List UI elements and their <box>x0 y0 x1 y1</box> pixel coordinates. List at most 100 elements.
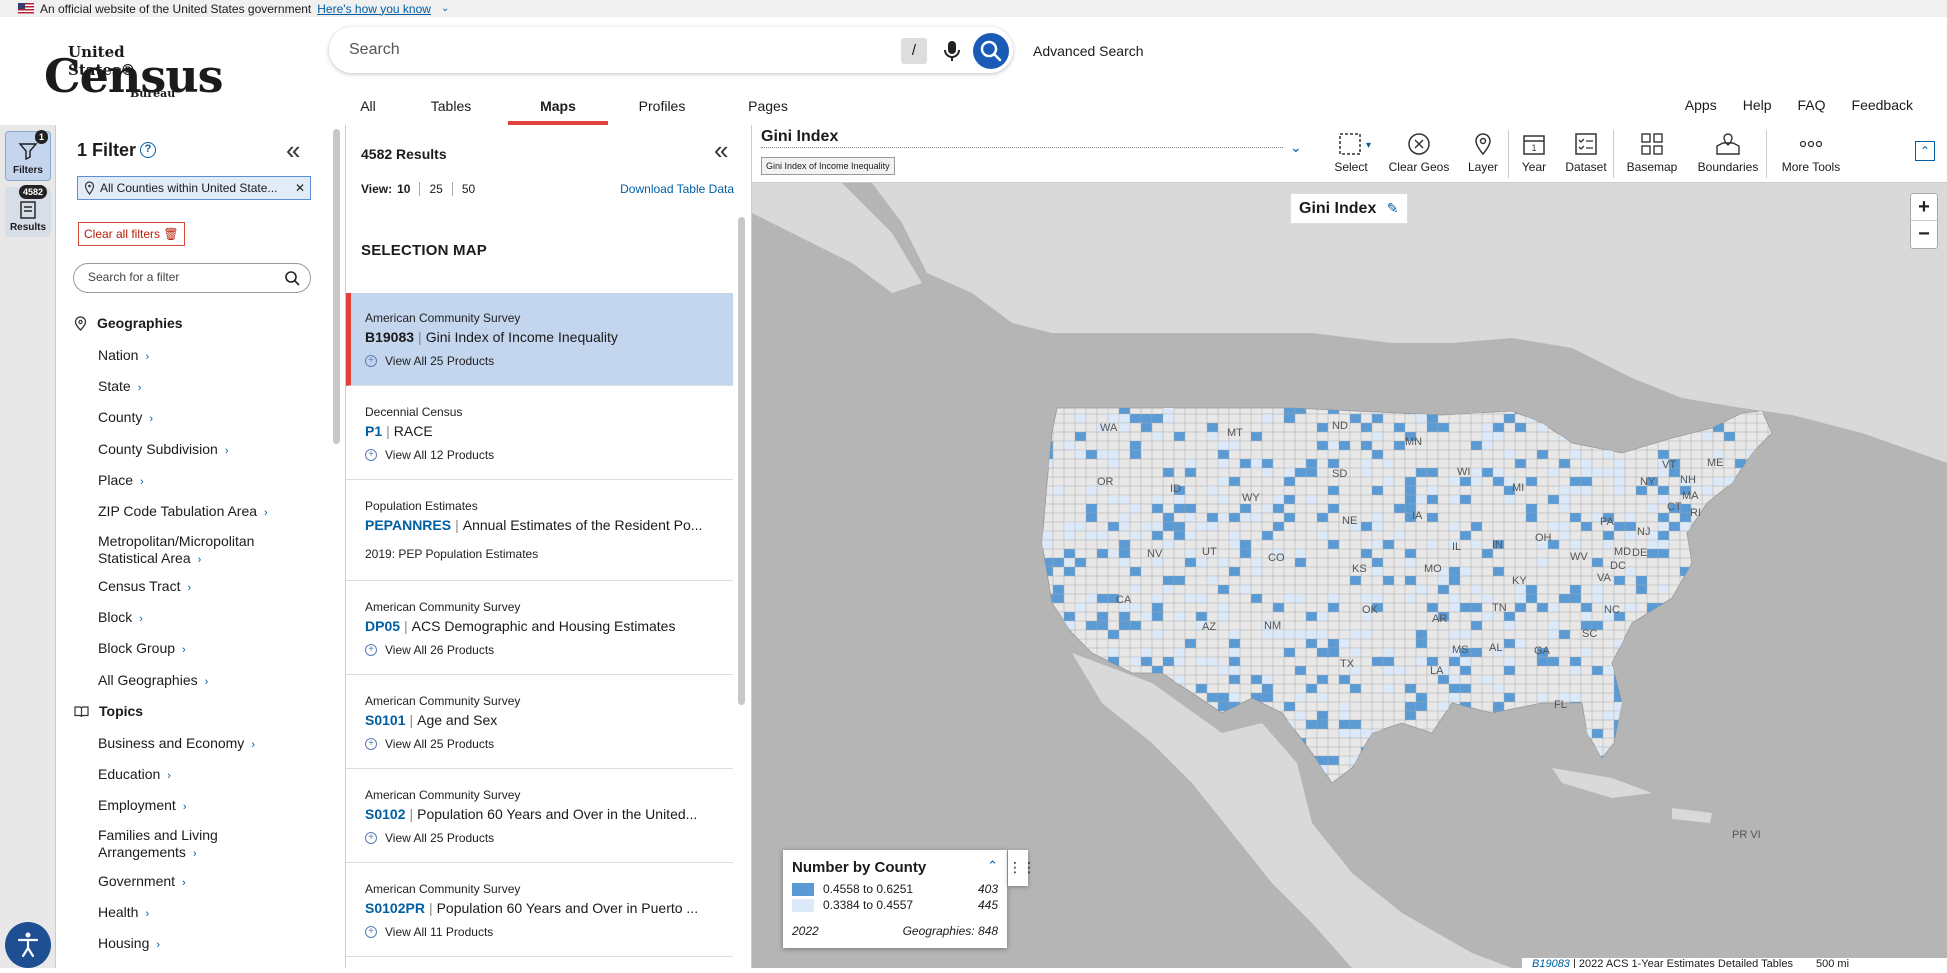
county-shape[interactable] <box>1679 620 1692 631</box>
county-shape[interactable] <box>1459 719 1472 730</box>
county-shape[interactable] <box>1734 566 1747 577</box>
county-shape[interactable] <box>1503 638 1516 649</box>
county-shape[interactable] <box>1063 611 1076 622</box>
county-shape[interactable] <box>1503 728 1516 739</box>
county-shape[interactable] <box>1767 503 1779 514</box>
geo-item-county[interactable]: County › <box>98 409 154 425</box>
county-shape[interactable] <box>1283 413 1296 424</box>
county-shape[interactable] <box>1327 539 1340 550</box>
county-shape[interactable] <box>1679 737 1692 748</box>
county-shape[interactable] <box>1723 755 1736 766</box>
county-shape[interactable] <box>1470 467 1483 478</box>
card-title[interactable]: DP05 | ACS Demographic and Housing Estimat… <box>365 618 676 634</box>
county-shape[interactable] <box>1613 665 1626 676</box>
county-shape[interactable] <box>1734 755 1747 766</box>
county-shape[interactable] <box>1756 449 1769 460</box>
county-shape[interactable] <box>1327 485 1340 496</box>
county-shape[interactable] <box>1096 620 1109 631</box>
county-shape[interactable] <box>1426 764 1439 775</box>
county-shape[interactable] <box>1151 629 1164 640</box>
county-shape[interactable] <box>1635 755 1648 766</box>
county-shape[interactable] <box>1723 557 1736 568</box>
county-shape[interactable] <box>1360 521 1373 532</box>
county-shape[interactable] <box>1184 458 1197 469</box>
year-tool[interactable]: 1 Year <box>1509 125 1559 183</box>
county-shape[interactable] <box>1624 737 1637 748</box>
county-shape[interactable] <box>1613 476 1626 487</box>
county-shape[interactable] <box>1745 539 1758 550</box>
county-shape[interactable] <box>1624 422 1637 433</box>
tab-maps[interactable]: Maps <box>508 97 608 125</box>
county-shape[interactable] <box>1624 683 1637 694</box>
county-shape[interactable] <box>1382 764 1395 775</box>
county-shape[interactable] <box>1448 674 1461 685</box>
county-shape[interactable] <box>1360 440 1373 451</box>
county-shape[interactable] <box>1767 692 1779 703</box>
county-shape[interactable] <box>1745 683 1758 694</box>
county-shape[interactable] <box>1107 656 1120 667</box>
county-shape[interactable] <box>1272 719 1285 730</box>
county-shape[interactable] <box>1657 405 1670 415</box>
county-shape[interactable] <box>1580 476 1593 487</box>
county-shape[interactable] <box>1635 674 1648 685</box>
tab-profiles[interactable]: Profiles <box>638 98 686 114</box>
county-shape[interactable] <box>1635 584 1648 595</box>
county-shape[interactable] <box>1096 719 1109 730</box>
county-shape[interactable] <box>1712 773 1725 783</box>
county-shape[interactable] <box>1646 413 1659 424</box>
county-shape[interactable] <box>1602 440 1615 451</box>
county-shape[interactable] <box>1690 746 1703 757</box>
county-shape[interactable] <box>1646 431 1659 442</box>
county-shape[interactable] <box>1305 629 1318 640</box>
county-shape[interactable] <box>1547 746 1560 757</box>
county-shape[interactable] <box>1074 728 1087 739</box>
tab-pages[interactable]: Pages <box>748 98 788 114</box>
county-shape[interactable] <box>1624 764 1637 775</box>
card-title[interactable]: S0102 | Population 60 Years and Over in th… <box>365 806 698 822</box>
county-shape[interactable] <box>1382 728 1395 739</box>
county-shape[interactable] <box>1217 719 1230 730</box>
county-shape[interactable] <box>1525 593 1538 604</box>
county-shape[interactable] <box>1525 737 1538 748</box>
county-shape[interactable] <box>1690 405 1703 415</box>
county-shape[interactable] <box>1734 710 1747 721</box>
county-shape[interactable] <box>1756 683 1769 694</box>
county-shape[interactable] <box>1701 575 1714 586</box>
county-shape[interactable] <box>1042 602 1054 613</box>
county-shape[interactable] <box>1723 494 1736 505</box>
county-shape[interactable] <box>1690 737 1703 748</box>
county-shape[interactable] <box>1514 422 1527 433</box>
county-shape[interactable] <box>1448 494 1461 505</box>
county-shape[interactable] <box>1316 530 1329 541</box>
county-shape[interactable] <box>1679 764 1692 775</box>
county-shape[interactable] <box>1657 674 1670 685</box>
county-shape[interactable] <box>1052 557 1065 568</box>
county-shape[interactable] <box>1767 719 1779 730</box>
county-shape[interactable] <box>1690 638 1703 649</box>
county-shape[interactable] <box>1042 620 1054 631</box>
county-shape[interactable] <box>1602 539 1615 550</box>
county-shape[interactable] <box>1206 431 1219 442</box>
county-shape[interactable] <box>1316 710 1329 721</box>
county-shape[interactable] <box>1085 764 1098 775</box>
county-shape[interactable] <box>1118 539 1131 550</box>
county-shape[interactable] <box>1558 422 1571 433</box>
county-shape[interactable] <box>1690 683 1703 694</box>
county-shape[interactable] <box>1052 737 1065 748</box>
county-shape[interactable] <box>1613 422 1626 433</box>
county-shape[interactable] <box>1052 746 1065 757</box>
county-shape[interactable] <box>1657 521 1670 532</box>
county-shape[interactable] <box>1756 701 1769 712</box>
county-shape[interactable] <box>1503 710 1516 721</box>
county-shape[interactable] <box>1701 405 1714 415</box>
county-shape[interactable] <box>1679 602 1692 613</box>
county-shape[interactable] <box>1129 602 1142 613</box>
county-shape[interactable] <box>1668 710 1681 721</box>
county-shape[interactable] <box>1261 413 1274 424</box>
county-shape[interactable] <box>1162 405 1175 415</box>
county-shape[interactable] <box>1074 413 1087 424</box>
county-shape[interactable] <box>1228 539 1241 550</box>
county-shape[interactable] <box>1712 665 1725 676</box>
county-shape[interactable] <box>1217 611 1230 622</box>
county-shape[interactable] <box>1096 449 1109 460</box>
